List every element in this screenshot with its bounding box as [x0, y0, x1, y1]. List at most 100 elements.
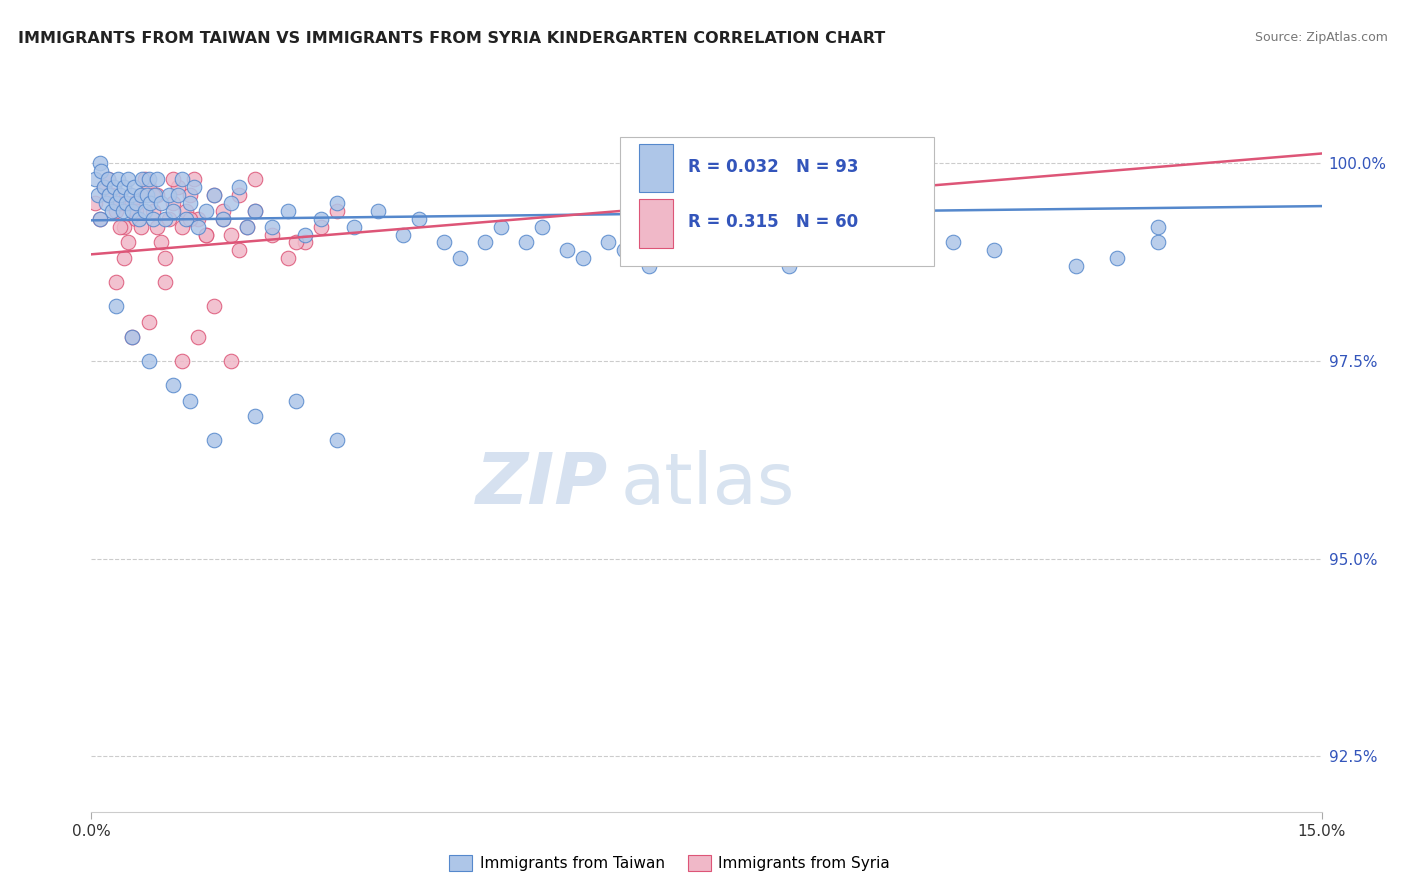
Point — [228, 180, 250, 194]
Point — [170, 219, 193, 234]
Point — [211, 203, 233, 218]
Point — [170, 172, 193, 186]
Point — [228, 244, 250, 258]
Point — [294, 227, 316, 242]
Point — [89, 211, 111, 226]
Text: Source: ZipAtlas.com: Source: ZipAtlas.com — [1254, 31, 1388, 45]
Point — [202, 299, 225, 313]
Point — [695, 235, 717, 250]
Point — [93, 180, 115, 194]
Point — [101, 203, 124, 218]
Point — [211, 211, 233, 226]
Point — [157, 188, 180, 202]
Point — [326, 203, 349, 218]
Point — [97, 172, 120, 186]
Point — [153, 275, 177, 289]
Point — [343, 219, 366, 234]
Point — [449, 252, 471, 266]
Legend: Immigrants from Taiwan, Immigrants from Syria: Immigrants from Taiwan, Immigrants from … — [443, 849, 896, 877]
FancyBboxPatch shape — [638, 200, 673, 248]
Point — [101, 188, 124, 202]
Point — [162, 195, 184, 210]
Point — [260, 227, 283, 242]
Point — [219, 195, 242, 210]
Point — [900, 252, 922, 266]
Point — [195, 203, 218, 218]
Point — [142, 188, 165, 202]
Point — [112, 180, 135, 194]
Point — [121, 330, 143, 344]
Point — [108, 195, 131, 210]
Point — [97, 172, 120, 186]
Point — [107, 172, 129, 186]
Point — [122, 180, 145, 194]
Point — [277, 203, 299, 218]
Text: atlas: atlas — [620, 450, 794, 519]
Point — [1146, 219, 1168, 234]
Point — [105, 299, 127, 313]
Point — [326, 433, 349, 447]
Point — [219, 354, 242, 368]
Point — [120, 188, 142, 202]
Point — [112, 219, 135, 234]
Point — [491, 219, 513, 234]
Point — [596, 235, 619, 250]
Point — [89, 211, 111, 226]
Point — [145, 188, 166, 202]
Point — [121, 203, 143, 218]
Text: R = 0.032   N = 93: R = 0.032 N = 93 — [688, 158, 859, 176]
Point — [146, 188, 169, 202]
Point — [162, 172, 184, 186]
Point — [187, 211, 209, 226]
Point — [309, 211, 332, 226]
Point — [84, 195, 107, 210]
FancyBboxPatch shape — [620, 136, 934, 266]
Point — [134, 172, 156, 186]
Point — [162, 377, 184, 392]
Point — [183, 180, 205, 194]
Point — [309, 219, 332, 234]
Point — [983, 244, 1005, 258]
Text: IMMIGRANTS FROM TAIWAN VS IMMIGRANTS FROM SYRIA KINDERGARTEN CORRELATION CHART: IMMIGRANTS FROM TAIWAN VS IMMIGRANTS FRO… — [18, 31, 886, 46]
Point — [187, 219, 209, 234]
Point — [654, 244, 676, 258]
Point — [105, 275, 127, 289]
Point — [202, 188, 225, 202]
Point — [211, 211, 233, 226]
Point — [121, 195, 143, 210]
Point — [245, 409, 267, 424]
Text: R = 0.315   N = 60: R = 0.315 N = 60 — [688, 213, 858, 231]
Point — [108, 188, 131, 202]
Point — [260, 219, 283, 234]
Point — [166, 188, 188, 202]
Point — [128, 211, 150, 226]
Point — [613, 244, 636, 258]
Point — [228, 188, 250, 202]
Point — [139, 195, 162, 210]
Point — [179, 211, 201, 226]
Point — [433, 235, 456, 250]
Point — [153, 252, 177, 266]
Point — [112, 252, 135, 266]
Point — [392, 227, 415, 242]
Point — [1064, 259, 1087, 273]
Point — [129, 188, 152, 202]
Point — [859, 252, 882, 266]
Point — [179, 393, 201, 408]
Point — [1146, 235, 1168, 250]
Point — [174, 203, 197, 218]
Point — [105, 195, 127, 210]
Point — [555, 244, 578, 258]
Point — [138, 180, 160, 194]
FancyBboxPatch shape — [638, 144, 673, 193]
Point — [202, 433, 225, 447]
Point — [150, 195, 173, 210]
Point — [129, 188, 152, 202]
Point — [114, 195, 138, 210]
Point — [111, 203, 134, 218]
Point — [96, 195, 117, 210]
Point — [245, 203, 267, 218]
Point — [142, 211, 165, 226]
Point — [474, 235, 496, 250]
Point — [737, 244, 759, 258]
